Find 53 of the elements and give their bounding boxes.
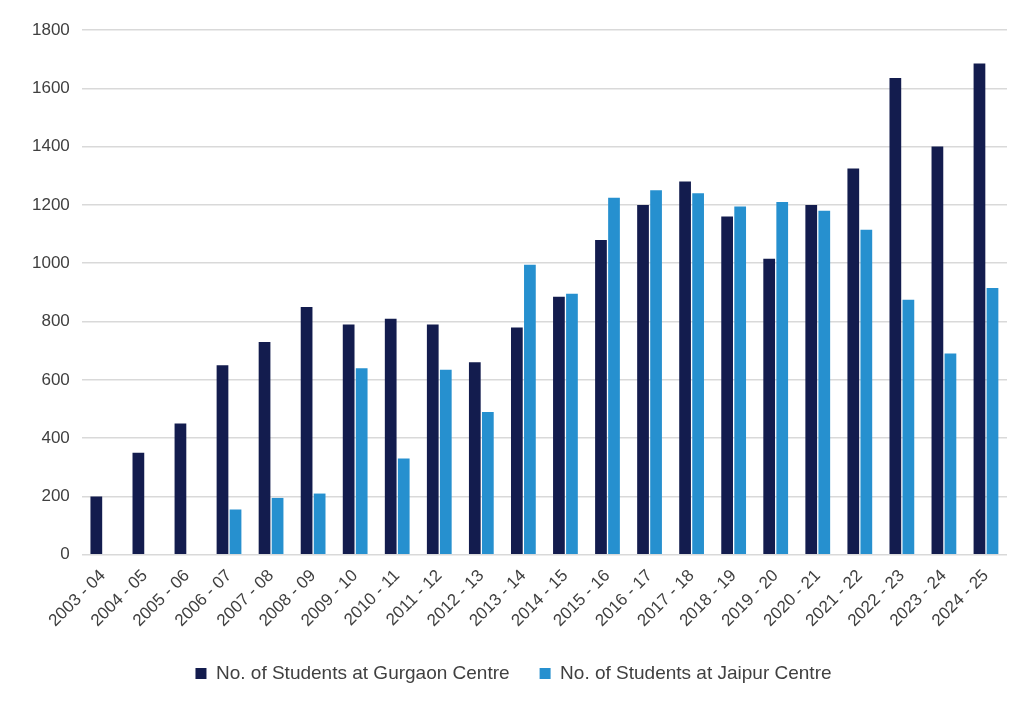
bar: [553, 296, 565, 555]
y-tick-label: 800: [41, 311, 70, 331]
bar: [397, 458, 410, 555]
bar: [355, 368, 368, 555]
bar: [313, 493, 326, 555]
bar: [566, 293, 578, 555]
y-tick-label: 1200: [31, 194, 70, 214]
bar: [342, 324, 355, 555]
bar: [468, 362, 481, 555]
bar: [608, 197, 620, 555]
bar: [300, 306, 313, 555]
bar: [426, 324, 439, 555]
bar: [439, 369, 452, 555]
y-tick-label: 400: [41, 427, 70, 447]
bar: [524, 264, 536, 555]
bar: [931, 146, 944, 555]
bar: [776, 202, 789, 555]
bar: [174, 423, 187, 555]
bar: [902, 299, 915, 555]
bar: [595, 239, 607, 555]
bar: [847, 168, 860, 555]
y-tick-label: 1600: [31, 78, 70, 97]
bar: [944, 353, 957, 555]
bar: [679, 181, 691, 555]
bar: [132, 452, 145, 555]
bar: [734, 206, 747, 555]
bar: [986, 288, 999, 555]
bar: [229, 509, 242, 555]
bar: [216, 365, 229, 555]
y-tick-label: 0: [60, 544, 70, 564]
bar: [258, 341, 271, 555]
bar: [692, 193, 704, 555]
bar: [721, 216, 733, 555]
bar: [973, 63, 986, 555]
y-tick-label: 1000: [31, 252, 70, 272]
bar: [860, 229, 873, 555]
bar: [271, 497, 284, 555]
legend-label: No. of Students at Jaipur Centre: [560, 661, 832, 683]
y-tick-label: 600: [41, 369, 70, 389]
bar: [637, 204, 649, 555]
y-tick-label: 1400: [31, 136, 70, 156]
bar: [481, 411, 494, 555]
y-tick-label: 200: [41, 486, 70, 506]
bar: [384, 318, 397, 555]
bar: [805, 204, 818, 555]
bar: [90, 496, 103, 555]
legend-label: No. of Students at Gurgaon Centre: [215, 661, 510, 683]
bar: [763, 258, 776, 555]
bar: [511, 327, 523, 555]
bar: [889, 78, 902, 555]
bar: [818, 210, 831, 555]
y-tick-label: 1800: [31, 19, 70, 39]
bar: [650, 190, 662, 555]
